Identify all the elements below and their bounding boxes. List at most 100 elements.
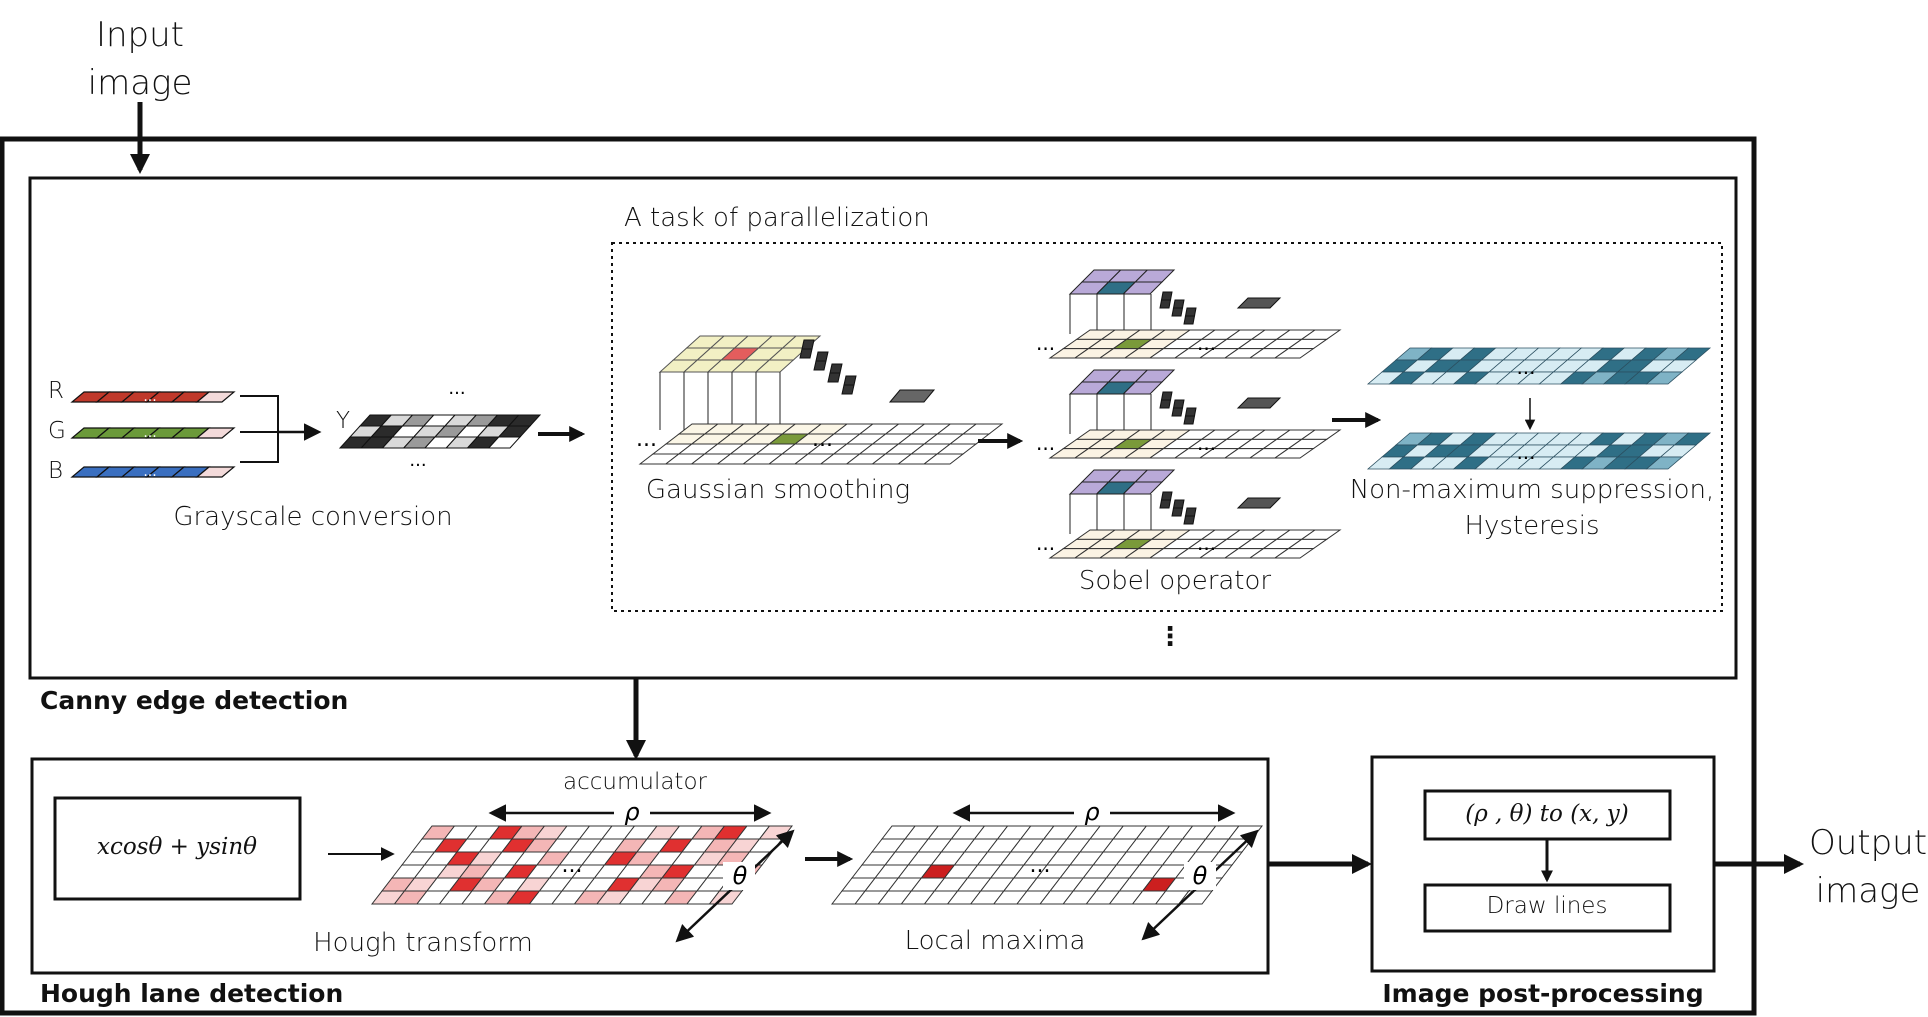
- formula-box: [53, 796, 302, 901]
- sobel-label: Sobel operator: [1078, 566, 1272, 596]
- sobel-ellipsis-mid: ...: [1197, 431, 1216, 455]
- accumulator-ellipsis: ...: [562, 853, 583, 878]
- local-maxima-label: Local maxima: [904, 926, 1086, 956]
- hough-section-label: Hough lane detection: [40, 979, 344, 1008]
- grid-cell: [843, 375, 857, 386]
- sobel-unit: ......: [1036, 469, 1342, 559]
- sobel-conv-stack: [1183, 507, 1197, 525]
- canny-box: [28, 176, 1738, 680]
- grid-cell: [1184, 307, 1197, 317]
- canny-section-label: Canny edge detection: [40, 686, 349, 715]
- grid-cell: [1159, 399, 1172, 409]
- grid-cell: [1122, 381, 1164, 395]
- gaussian-image-grid: [638, 423, 1004, 465]
- grid-cell: [1236, 497, 1282, 509]
- theta-symbol: θ: [1193, 862, 1208, 890]
- sobel-units: ..................: [1036, 269, 1342, 559]
- input-label-line2: image: [87, 63, 193, 103]
- grid-cell: [799, 348, 813, 359]
- rho-bg: [1074, 798, 1110, 824]
- convert-label: (ρ , θ) to (x, y): [1465, 801, 1629, 827]
- rho-bg: [614, 798, 650, 824]
- grid-cell: [1160, 391, 1173, 401]
- gaussian-grids: ......: [636, 335, 1004, 465]
- grid-cell: [1171, 307, 1184, 317]
- grid-cell: [841, 384, 855, 395]
- sobel-conv-stack: [1183, 307, 1197, 325]
- sobel-conv-stack: [1159, 291, 1173, 309]
- sobel-conv-stack: [1183, 407, 1197, 425]
- grid-cell: [827, 372, 841, 383]
- nms-label-line2: Hysteresis: [1464, 511, 1600, 541]
- sobel-kernel: [1068, 369, 1176, 395]
- sobel-unit: ......: [1036, 269, 1342, 359]
- grid-cell: [1236, 397, 1282, 409]
- grid-cell: [1645, 371, 1684, 385]
- sobel-ellipsis-left: ...: [1036, 331, 1055, 355]
- sobel-image-grid: [1048, 329, 1342, 359]
- rgb-channels: .........: [70, 389, 236, 480]
- sobel-ellipsis-mid: ...: [1197, 531, 1216, 555]
- sobel-conv-stack: [1171, 499, 1185, 517]
- output-label-line2: image: [1815, 871, 1921, 911]
- green-channel-strip: [70, 427, 236, 439]
- sobel-unit: ......: [1036, 369, 1342, 459]
- nms-label-line1: Non-maximum suppression,: [1349, 475, 1715, 505]
- gaussian-ellipsis-left: ...: [636, 427, 657, 452]
- gaussian-output-cell: [888, 389, 936, 403]
- sobel-conv-stack: [1171, 399, 1185, 417]
- accumulator-label: accumulator: [563, 769, 707, 795]
- sobel-ellipsis-left: ...: [1036, 431, 1055, 455]
- sobel-output-cell: [1236, 397, 1282, 409]
- blue-channel-strip: [70, 466, 236, 478]
- rgb-merge-bracket: [240, 395, 279, 463]
- outer-frame: [0, 136, 1757, 1016]
- edge-plane-top: [1366, 347, 1712, 385]
- vertical-ellipsis: ⋮: [1157, 622, 1183, 652]
- rho-symbol: ρ: [624, 798, 639, 826]
- sobel-kernel: [1068, 269, 1176, 295]
- parallelization-label: A task of parallelization: [624, 203, 930, 233]
- sobel-conv-stack: [1171, 299, 1185, 317]
- hough-transform-label: Hough transform: [313, 928, 533, 958]
- grid-cell: [1171, 507, 1184, 517]
- post-section-label: Image post-processing: [1382, 979, 1704, 1008]
- sobel-conv-stack: [1159, 391, 1173, 409]
- grid-cell: [195, 427, 236, 439]
- grid-cell: [1184, 507, 1197, 517]
- local-maxima-grid: ... ρ θ: [830, 798, 1264, 941]
- grid-cell: [1645, 456, 1684, 470]
- sobel-conv-stack: [1159, 491, 1173, 509]
- y-channel-label: Y: [336, 408, 351, 434]
- sobel-ellipsis-mid: ...: [1197, 331, 1216, 355]
- grid-cell: [1183, 315, 1196, 325]
- conv-stack: [799, 339, 815, 359]
- grid-cell: [1159, 499, 1172, 509]
- edge-plane-ellipsis: ...: [1516, 440, 1535, 464]
- grid-cell: [1122, 281, 1164, 295]
- output-label-line1: Output: [1808, 823, 1928, 863]
- conv-stack: [827, 363, 843, 383]
- grid-cell: [801, 339, 815, 350]
- grid-cell: [1172, 299, 1185, 309]
- grayscale-grid: [338, 414, 542, 449]
- grid-cell: [1236, 297, 1282, 309]
- grid-cell: [1273, 348, 1315, 359]
- grid-cell: [1171, 407, 1184, 417]
- grid-cell: [195, 466, 236, 478]
- post-box: [1370, 755, 1716, 973]
- grid-cell: [1172, 499, 1185, 509]
- grid-cell: [1184, 407, 1197, 417]
- grid-cell: [487, 436, 522, 449]
- grid-cell: [1122, 481, 1164, 495]
- grayscale-label: Grayscale conversion: [173, 502, 453, 532]
- grid-cell: [922, 453, 965, 465]
- hough-accumulator: ... ρ θ: [370, 798, 795, 943]
- nms-planes: ......: [1366, 347, 1712, 470]
- theta-bg: [1184, 862, 1216, 890]
- grayscale-plane: ......: [338, 378, 542, 471]
- grid-cell: [1159, 299, 1172, 309]
- edge-plane-ellipsis: ...: [1516, 355, 1535, 379]
- edge-plane-bottom: [1366, 432, 1712, 470]
